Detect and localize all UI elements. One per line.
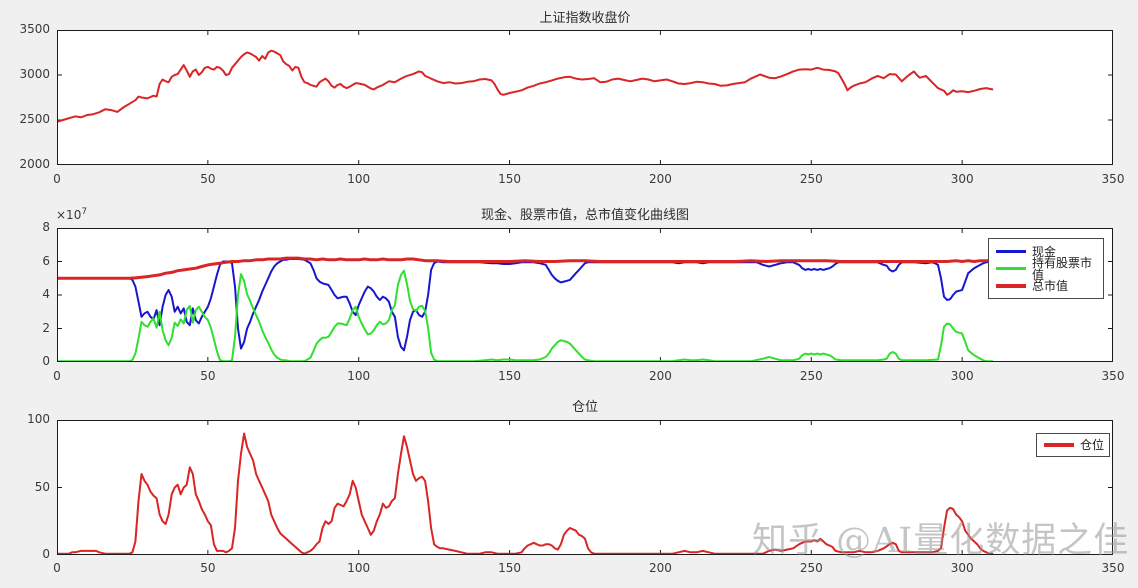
value-chart-title: 现金、股票市值，总市值变化曲线图: [480, 208, 689, 223]
x-tick-label: 100: [347, 369, 371, 383]
x-tick-label: 50: [200, 561, 216, 575]
stock-line-swatch: [996, 267, 1026, 270]
position-line-swatch: [1044, 443, 1074, 447]
x-tick-label: 200: [648, 369, 672, 383]
legend-entry-total: 总市值: [989, 277, 1103, 294]
x-tick-label: 0: [53, 561, 61, 575]
position-chart-title: 仓位: [571, 400, 598, 415]
x-tick-label: 350: [1101, 369, 1125, 383]
x-tick-label: 50: [200, 172, 216, 186]
series-line-1: [57, 269, 994, 362]
series-line-1: [57, 258, 994, 352]
value-chart-plot-area: [57, 228, 1113, 362]
x-tick-label: 150: [498, 172, 522, 186]
axes-box: [57, 228, 1113, 362]
x-tick-label: 100: [347, 561, 371, 575]
y-tick-label: 2: [42, 320, 50, 335]
x-tick-label: 200: [648, 172, 672, 186]
y-tick-label: 4: [42, 287, 50, 301]
axes-box: [57, 30, 1113, 165]
x-tick-label: 250: [799, 561, 823, 575]
y-tick-label: 2500: [19, 112, 50, 126]
legend-label-cash: 现金: [1032, 244, 1057, 259]
x-tick-label: 150: [498, 369, 522, 383]
x-tick-label: 100: [347, 172, 371, 186]
series-line-2: [57, 432, 994, 555]
series-line-1: [57, 256, 994, 280]
x-tick-label: 200: [648, 561, 672, 575]
y-tick-label: 50: [34, 479, 50, 494]
x-tick-label: 0: [53, 172, 61, 186]
value-chart-canvas: [57, 228, 1113, 362]
x-tick-label: 300: [950, 172, 974, 186]
x-tick-label: 0: [53, 369, 61, 383]
y-tick-label: 100: [27, 412, 50, 426]
y-tick-label: 0: [42, 354, 50, 368]
index-chart-plot-area: [57, 30, 1113, 165]
y-tick-label: 3000: [19, 67, 50, 81]
axes-box: [57, 420, 1113, 555]
y-tick-label: 0: [42, 547, 50, 561]
x-tick-label: 150: [498, 561, 522, 575]
legend-entry-stock: 持有股票市值: [989, 257, 1103, 281]
index-chart-canvas: [57, 30, 1113, 165]
position-chart-plot-area: [57, 420, 1113, 555]
x-tick-label: 250: [799, 172, 823, 186]
cash-line-swatch: [996, 250, 1026, 253]
legend-label-position: 仓位: [1080, 438, 1105, 452]
x-tick-label: 250: [799, 369, 823, 383]
y-tick-label: 3500: [19, 22, 50, 36]
y-tick-label: 2000: [19, 157, 50, 171]
watermark: 知乎 @AI量化数据之佳: [752, 521, 1130, 561]
legend-label-total: 总市值: [1032, 278, 1069, 293]
legend-entry-position: 仓位: [1037, 437, 1109, 454]
x-tick-label: 50: [200, 369, 216, 383]
y-tick-label: 6: [42, 253, 50, 268]
y-tick-label: 8: [42, 220, 50, 234]
x-tick-label: 350: [1101, 172, 1125, 186]
position-chart-legend: 仓位: [1036, 433, 1110, 457]
series-line-0: [57, 49, 994, 123]
x-tick-label: 300: [950, 369, 974, 383]
index-chart-title: 上证指数收盘价: [539, 11, 631, 26]
y-axis-exponent-label: ×107: [56, 207, 88, 222]
legend-entry-cash: 现金: [989, 243, 1103, 260]
value-chart-legend: 现金 持有股票市值 总市值: [988, 238, 1104, 299]
x-tick-label: 300: [950, 561, 974, 575]
x-tick-label: 350: [1101, 561, 1125, 575]
position-chart-canvas: [57, 420, 1113, 555]
legend-label-stock: 持有股票市值: [1032, 255, 1093, 282]
total-line-swatch: [996, 283, 1026, 288]
